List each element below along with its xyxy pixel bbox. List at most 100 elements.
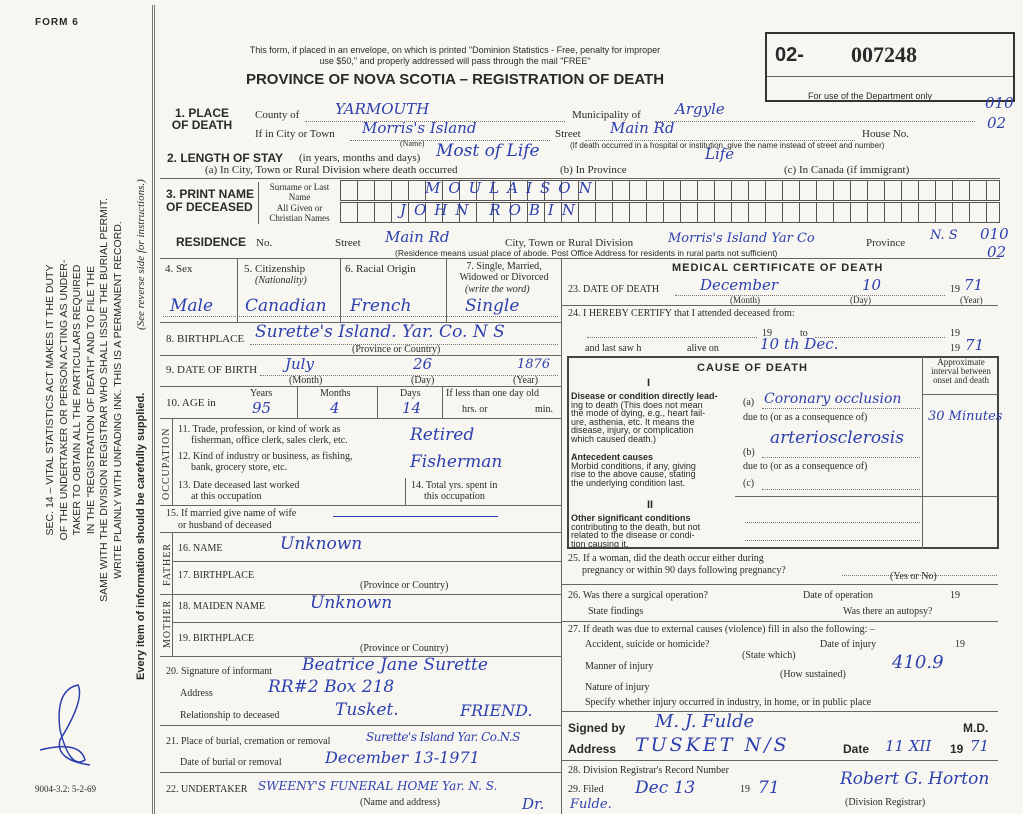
name-note: (Name): [400, 139, 425, 148]
record-number-label: 28. Division Registrar's Record Number: [568, 765, 729, 776]
hospital-note: (If death occurred in a hospital or inst…: [570, 141, 885, 150]
occupation-value[interactable]: Retired: [410, 425, 475, 445]
dod-day[interactable]: 10: [862, 276, 882, 294]
injury-code[interactable]: 410.9: [892, 652, 944, 673]
surname-value[interactable]: MOULAISON: [425, 179, 600, 197]
q26-label: 26. Was there a surgical operation?: [568, 590, 708, 601]
county-value[interactable]: YARMOUTH: [335, 100, 430, 118]
informant-address[interactable]: RR#2 Box 218: [268, 677, 395, 697]
direct-cause-line: ing to death (This does not mean: [571, 399, 703, 410]
registrar-note: (Division Registrar): [845, 797, 926, 808]
interval-a-value[interactable]: 30 Minutes: [928, 409, 1003, 424]
dod-month[interactable]: December: [700, 276, 779, 294]
residence-city-value[interactable]: Morris's Island Yar Co: [668, 231, 815, 246]
marital-value[interactable]: Single: [465, 296, 520, 316]
signature-date-label: Date: [843, 742, 870, 756]
father-name-value[interactable]: Unknown: [280, 534, 363, 554]
dob-month[interactable]: July: [285, 355, 314, 373]
residence-city-label: City, Town or Rural Division: [505, 237, 634, 249]
q13-label: 13. Date deceased last worked at this occ…: [178, 480, 299, 502]
informant-signature[interactable]: Beatrice Jane Surette: [302, 655, 488, 675]
dod-month-note: (Month): [730, 295, 760, 305]
direct-cause-line: ure, asthenia, etc. It means the: [571, 416, 695, 427]
undertaker-note: (Name and address): [360, 797, 440, 808]
given-names-value[interactable]: JOHN ROBIN: [400, 201, 583, 219]
filed-date[interactable]: Dec 13: [635, 778, 696, 798]
direct-cause-heading: Disease or condition directly lead-: [571, 391, 718, 401]
statute-line: TAKER TO OBTAIN ALL THE PARTICULARS REQU…: [71, 264, 83, 536]
signature-year[interactable]: 71: [970, 737, 990, 755]
other-conditions-text: Other significant conditions contributin…: [571, 514, 700, 548]
dod-year-note: (Year): [960, 295, 983, 305]
registrar-signature[interactable]: Robert G. Horton: [840, 769, 990, 789]
physician-signature[interactable]: M. J. Fulde: [655, 711, 755, 732]
last-saw-year-prefix: 19: [950, 343, 960, 354]
residence-street-value[interactable]: Main Rd: [385, 228, 450, 246]
statute-line: OF THE UNDERTAKER OR PERSON ACTING AS UN…: [57, 259, 70, 541]
notice-line: use $50," and properly addressed will pa…: [319, 56, 591, 66]
dob-day[interactable]: 26: [413, 355, 433, 373]
age-label: 10. AGE in: [166, 397, 216, 409]
undertaker-label: 22. UNDERTAKER: [166, 784, 248, 795]
dob-year[interactable]: 1876: [517, 357, 551, 372]
citizenship-value[interactable]: Canadian: [245, 296, 327, 316]
filed-note: Fulde.: [570, 797, 612, 812]
burial-date-value[interactable]: December 13-1971: [325, 748, 480, 767]
industry-value[interactable]: Fisherman: [410, 452, 503, 472]
q13-line: at this occupation: [191, 491, 262, 502]
sex-label: 4. Sex: [165, 263, 193, 275]
street-value[interactable]: Main Rd: [610, 119, 675, 137]
relationship-value[interactable]: FRIEND.: [460, 701, 533, 720]
other-conditions-heading: Other significant conditions: [571, 513, 691, 523]
undertaker-value[interactable]: SWEENY'S FUNERAL HOME Yar. N. S.: [258, 779, 498, 793]
city-label: If in City or Town: [255, 128, 335, 140]
nature-label: Nature of injury: [585, 682, 650, 693]
age-less-label: If less than one day old: [446, 388, 540, 399]
part-two-label: II: [647, 499, 654, 511]
cause-a-value[interactable]: Coronary occlusion: [764, 391, 902, 407]
municipality-value[interactable]: Argyle: [675, 100, 725, 118]
see-reverse-note: (See reverse side for instructions.): [135, 179, 147, 330]
stay-province-value[interactable]: Life: [705, 145, 735, 163]
statute-notice: SEC. 14 – VITAL STATISTICS ACT MAKES IT …: [44, 145, 125, 655]
filed-year[interactable]: 71: [758, 778, 780, 798]
page-title: PROVINCE OF NOVA SCOTIA – REGISTRATION O…: [245, 71, 665, 88]
q11-line: 11. Trade, profession, or kind of work a…: [178, 424, 341, 435]
department-note: For use of the Department only: [808, 91, 933, 101]
dod-year[interactable]: 71: [964, 276, 984, 294]
last-saw-year[interactable]: 71: [965, 336, 985, 354]
father-side-label: FATHER: [162, 542, 173, 586]
dob-label: 9. DATE OF BIRTH: [166, 364, 258, 376]
county-label: County of: [255, 109, 300, 121]
relationship-label: Relationship to deceased: [180, 710, 280, 721]
burial-place-value[interactable]: Surette's Island Yar. Co.N.S: [366, 730, 520, 744]
burial-place-label: 21. Place of burial, cremation or remova…: [166, 736, 331, 747]
city-value[interactable]: Morris's Island: [362, 119, 477, 137]
informant-address-town[interactable]: Tusket.: [335, 700, 399, 720]
cause-b-label: (b): [743, 447, 755, 458]
statute-line: IN THE "REGISTRATION OF DEATH" AND TO FI…: [84, 265, 97, 535]
residence-label: RESIDENCE: [176, 235, 247, 249]
age-years[interactable]: 95: [252, 399, 272, 417]
stay-province-label: (b) In Province: [560, 164, 627, 176]
injury-date-label: Date of injury: [820, 639, 877, 650]
physician-address[interactable]: TUSKET N/S: [635, 734, 790, 756]
municipality-label: Municipality of: [572, 109, 641, 121]
mother-name-value[interactable]: Unknown: [310, 593, 393, 613]
marital-note: (write the word): [465, 284, 530, 295]
cause-b-value[interactable]: arteriosclerosis: [770, 428, 904, 448]
age-months[interactable]: 4: [330, 399, 340, 417]
sex-value[interactable]: Male: [170, 296, 214, 316]
signed-by-label: Signed by: [568, 721, 626, 735]
age-days[interactable]: 14: [402, 399, 422, 417]
racial-origin-value[interactable]: French: [350, 296, 412, 316]
birthplace-value[interactable]: Surette's Island. Yar. Co. N S: [255, 322, 505, 342]
surname-grid: [340, 180, 1000, 201]
operation-year: 19: [950, 590, 960, 601]
burial-date-label: Date of burial or removal: [180, 757, 282, 768]
residence-province-value[interactable]: N. S: [930, 228, 958, 243]
signature-date[interactable]: 11 XII: [885, 737, 932, 755]
last-saw-date[interactable]: 10 th Dec.: [760, 335, 839, 353]
stay-city-value[interactable]: Most of Life: [436, 141, 540, 161]
place-of-death-label: 1. PLACE OF DEATH: [171, 106, 233, 132]
